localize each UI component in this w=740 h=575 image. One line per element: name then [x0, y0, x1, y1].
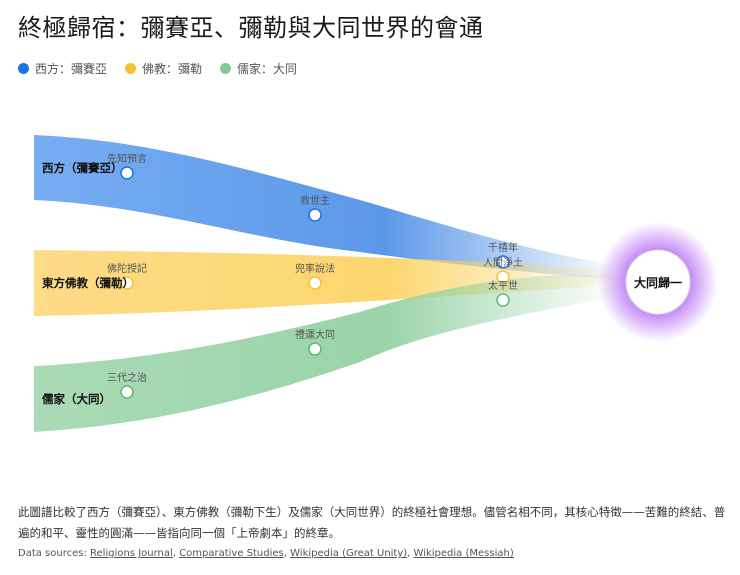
- stage-label: 三代之治: [107, 371, 147, 384]
- stage-label: 救世主: [300, 194, 330, 207]
- stream-label-confucian: 儒家（大同）: [41, 392, 111, 406]
- stage-label: 佛陀授記: [107, 262, 147, 275]
- legend-item-west: 西方：彌賽亞: [18, 60, 107, 77]
- legend-label: 佛教：彌勒: [142, 62, 203, 76]
- page-title: 終極歸宿：彌賽亞、彌勒與大同世界的會通: [18, 14, 484, 42]
- legend-item-buddhism: 佛教：彌勒: [125, 60, 202, 77]
- stage-label: 先知預言: [107, 152, 147, 165]
- stage-label: 太平世: [488, 279, 518, 292]
- stage-label: 兜率說法: [295, 262, 335, 275]
- destination-node[interactable]: [625, 249, 691, 315]
- data-sources: Data sources: Religions Journal, Compara…: [18, 548, 514, 559]
- stage-node[interactable]: [496, 255, 510, 269]
- legend-dot-icon: [18, 63, 29, 74]
- stage-node[interactable]: [308, 342, 322, 356]
- legend-label: 西方：彌賽亞: [35, 62, 108, 76]
- stream-buddhism: [34, 250, 620, 316]
- source-link[interactable]: Wikipedia (Messiah): [413, 548, 514, 559]
- stream-label-buddhism: 東方佛教（彌勒）: [42, 276, 134, 290]
- source-link[interactable]: Religions Journal: [90, 548, 173, 559]
- stage-node[interactable]: [308, 276, 322, 290]
- stream-confucian: [34, 274, 620, 432]
- stream-west: [34, 135, 620, 280]
- description: 此圖譜比較了西方（彌賽亞）、東方佛教（彌勒下生）及儒家（大同世界）的終極社會理想…: [18, 505, 726, 540]
- stage-node[interactable]: [496, 270, 510, 284]
- source-link[interactable]: Comparative Studies: [179, 548, 284, 559]
- stage-label: 千禧年: [488, 241, 518, 254]
- stream-label-west: 西方（彌賽亞）: [42, 161, 123, 175]
- stage-node[interactable]: [496, 293, 510, 307]
- stage-label: 人間淨土: [483, 256, 523, 269]
- legend: 西方：彌賽亞 佛教：彌勒 儒家：大同: [18, 60, 297, 77]
- legend-dot-icon: [220, 63, 232, 74]
- source-link[interactable]: Wikipedia (Great Unity): [290, 548, 408, 559]
- sources-prefix: Data sources:: [18, 548, 91, 559]
- stage-node[interactable]: [120, 166, 134, 180]
- stage-node[interactable]: [120, 276, 134, 290]
- stage-node[interactable]: [308, 208, 322, 222]
- stage-node[interactable]: [120, 385, 134, 399]
- destination-label: 大同歸一: [634, 275, 682, 290]
- legend-item-confucian: 儒家：大同: [220, 60, 297, 77]
- stage-label: 禮運大同: [295, 328, 335, 341]
- legend-dot-icon: [125, 63, 137, 74]
- legend-label: 儒家：大同: [237, 62, 298, 76]
